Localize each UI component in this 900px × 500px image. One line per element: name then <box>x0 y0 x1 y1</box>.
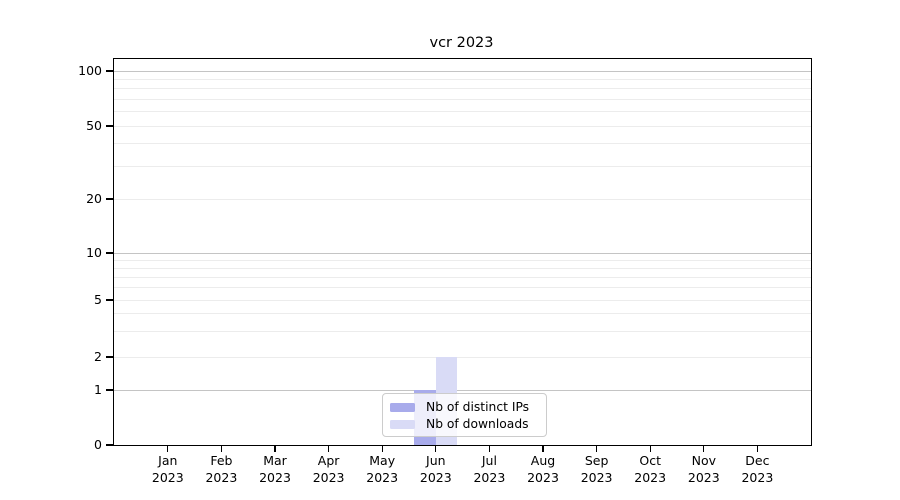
x-tick-label-mar-2023: Mar 2023 <box>259 453 291 485</box>
y-gridline-2 <box>114 356 811 358</box>
x-tickmark-aug-2023 <box>542 446 544 453</box>
y-tick-label-50: 50 <box>86 118 102 133</box>
y-minor-gridline-8 <box>114 267 811 269</box>
y-tickmark-0 <box>105 444 113 446</box>
y-gridline-1 <box>114 389 811 391</box>
x-tick-label-feb-2023: Feb 2023 <box>205 453 238 485</box>
y-minor-gridline-9 <box>114 259 811 261</box>
y-tickmark-10 <box>105 252 113 254</box>
plot-area: 0 1 2 5 10 20 50 100 Jan 2023 Feb 2023 Mar 2023 Apr… <box>78 58 812 485</box>
y-minor-gridline-7 <box>114 276 811 278</box>
x-tick-label-aug-2023: Aug 2023 <box>527 453 559 485</box>
x-tick-label-apr-2023: Apr 2023 <box>312 453 345 485</box>
y-tickmark-50 <box>105 125 113 127</box>
x-tickmark-jun-2023 <box>435 446 437 453</box>
x-tickmark-jul-2023 <box>488 446 491 453</box>
x-tickmark-nov-2023 <box>703 446 705 453</box>
x-tick-label-dec-2023: Dec 2023 <box>741 453 774 485</box>
y-gridline-100 <box>114 70 811 72</box>
legend-swatch-nb-of-distinct-ips <box>390 402 415 412</box>
y-minor-gridline-70 <box>114 98 811 100</box>
y-minor-gridline-6 <box>114 287 811 289</box>
y-tick-label-5: 5 <box>94 292 102 307</box>
x-tickmark-apr-2023 <box>327 446 330 453</box>
x-tickmark-may-2023 <box>381 446 383 453</box>
y-minor-gridline-80 <box>114 88 811 90</box>
y-gridline-20 <box>114 198 811 200</box>
y-tickmark-1 <box>105 389 113 391</box>
y-gridline-10 <box>114 252 811 254</box>
y-tick-label-2: 2 <box>94 349 102 364</box>
y-minor-gridline-4 <box>114 313 811 315</box>
y-tickmark-100 <box>105 70 113 72</box>
legend-entry-nb-of-downloads: Nb of downloads <box>390 416 538 432</box>
gridlines-layer <box>114 59 811 445</box>
axis-layer: 0 1 2 5 10 20 50 100 Jan 2023 Feb 2023 Mar 2023 Apr… <box>78 59 811 485</box>
x-tick-label-nov-2023: Nov 2023 <box>687 453 720 485</box>
x-tick-label-may-2023: May 2023 <box>366 453 399 485</box>
y-tick-label-10: 10 <box>86 245 102 260</box>
x-tick-label-sep-2023: Sep 2023 <box>580 453 613 485</box>
x-tick-label-oct-2023: Oct 2023 <box>634 453 667 485</box>
y-tick-label-0: 0 <box>94 437 102 452</box>
y-tick-label-1: 1 <box>94 382 102 397</box>
chart-title: vcr 2023 <box>429 35 494 51</box>
x-tickmark-mar-2023 <box>274 446 276 453</box>
y-minor-gridline-60 <box>114 111 811 113</box>
legend-entry-nb-of-distinct-ips: Nb of distinct IPs <box>390 399 538 415</box>
y-tickmark-5 <box>105 299 113 301</box>
y-minor-gridline-90 <box>114 78 811 80</box>
y-gridline-50 <box>114 125 811 127</box>
x-tickmark-oct-2023 <box>649 446 651 453</box>
legend-label-nb-of-downloads: Nb of downloads <box>426 417 529 431</box>
y-tickmark-20 <box>105 198 113 200</box>
legend: Nb of distinct IPs Nb of downloads <box>382 393 547 437</box>
y-minor-gridline-30 <box>114 166 811 168</box>
y-tick-label-20: 20 <box>86 191 102 206</box>
y-gridline-5 <box>114 299 811 301</box>
x-tickmark-dec-2023 <box>756 446 759 453</box>
x-tickmark-jan-2023 <box>167 446 169 453</box>
y-minor-gridline-3 <box>114 331 811 333</box>
x-tickmark-feb-2023 <box>220 446 223 453</box>
x-tick-label-jun-2023: Jun 2023 <box>419 453 452 485</box>
x-tick-label-jan-2023: Jan 2023 <box>151 453 184 485</box>
legend-swatch-nb-of-downloads <box>390 419 415 429</box>
y-tick-label-100: 100 <box>78 63 102 78</box>
y-tickmark-2 <box>105 356 113 358</box>
legend-label-nb-of-distinct-ips: Nb of distinct IPs <box>426 400 530 414</box>
x-tick-label-jul-2023: Jul 2023 <box>473 453 506 485</box>
y-minor-gridline-40 <box>114 143 811 145</box>
x-tickmark-sep-2023 <box>595 446 598 453</box>
